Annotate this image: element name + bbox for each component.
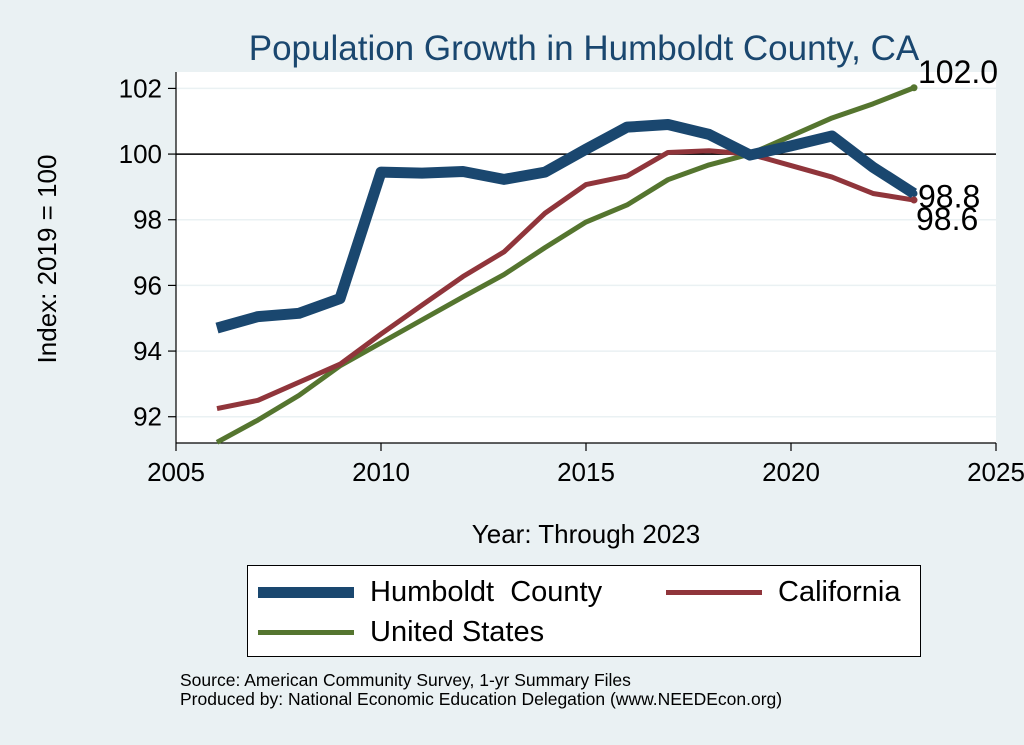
x-tick-label-2015: 2015 bbox=[557, 457, 615, 487]
chart-title: Population Growth in Humboldt County, CA bbox=[249, 29, 920, 68]
legend-item-california: California bbox=[666, 576, 901, 609]
y-tick-label-96: 96 bbox=[133, 270, 162, 300]
end-marker-united-states bbox=[910, 84, 918, 92]
legend-swatch-humboldt bbox=[258, 587, 354, 598]
series-lines bbox=[215, 85, 917, 445]
end-label-california: 98.6 bbox=[916, 201, 978, 237]
legend-label-united-states: United States bbox=[370, 616, 545, 648]
x-tick-label-2005: 2005 bbox=[147, 457, 205, 487]
x-tick-label-2025: 2025 bbox=[967, 457, 1024, 487]
y-tick-label-100: 100 bbox=[119, 139, 162, 169]
y-tick-label-102: 102 bbox=[119, 73, 162, 103]
legend-swatch-united-states bbox=[258, 630, 354, 635]
legend: Humboldt County California United States bbox=[247, 565, 921, 657]
series-line-united-states bbox=[215, 85, 915, 445]
end-label-united-states: 102.0 bbox=[918, 54, 998, 90]
y-tick-label-94: 94 bbox=[133, 336, 162, 366]
end-marker-california bbox=[910, 196, 918, 204]
series-line-humboldt bbox=[215, 119, 917, 334]
y-axis-label: Index: 2019 = 100 bbox=[32, 155, 62, 364]
legend-label-california: California bbox=[778, 576, 901, 608]
y-tick-label-92: 92 bbox=[133, 402, 162, 432]
x-axis-label: Year: Through 2023 bbox=[472, 519, 700, 549]
legend-label-humboldt: Humboldt County bbox=[370, 576, 603, 608]
legend-swatch-california bbox=[666, 590, 762, 595]
end-labels: 98.898.6 102.0 bbox=[910, 54, 998, 237]
plot-area bbox=[176, 72, 996, 443]
source-notes: Source: American Community Survey, 1-yr … bbox=[180, 671, 782, 709]
end-marker-humboldt bbox=[910, 189, 918, 197]
source-text: Source: American Community Survey, 1-yr … bbox=[180, 670, 631, 690]
legend-item-united-states: United States bbox=[258, 616, 544, 649]
y-tick-label-98: 98 bbox=[133, 205, 162, 235]
x-tick-label-2020: 2020 bbox=[762, 457, 820, 487]
legend-item-humboldt: Humboldt County bbox=[258, 576, 602, 609]
x-tick-label-2010: 2010 bbox=[352, 457, 410, 487]
end-label-humboldt: 98.8 bbox=[918, 178, 980, 214]
series-line-california bbox=[216, 148, 915, 411]
axes: 92 94 96 98 100 102 2005 2010 2015 2020 2025 bbox=[119, 72, 1024, 487]
produced-by-text: Produced by: National Economic Education… bbox=[180, 689, 783, 709]
